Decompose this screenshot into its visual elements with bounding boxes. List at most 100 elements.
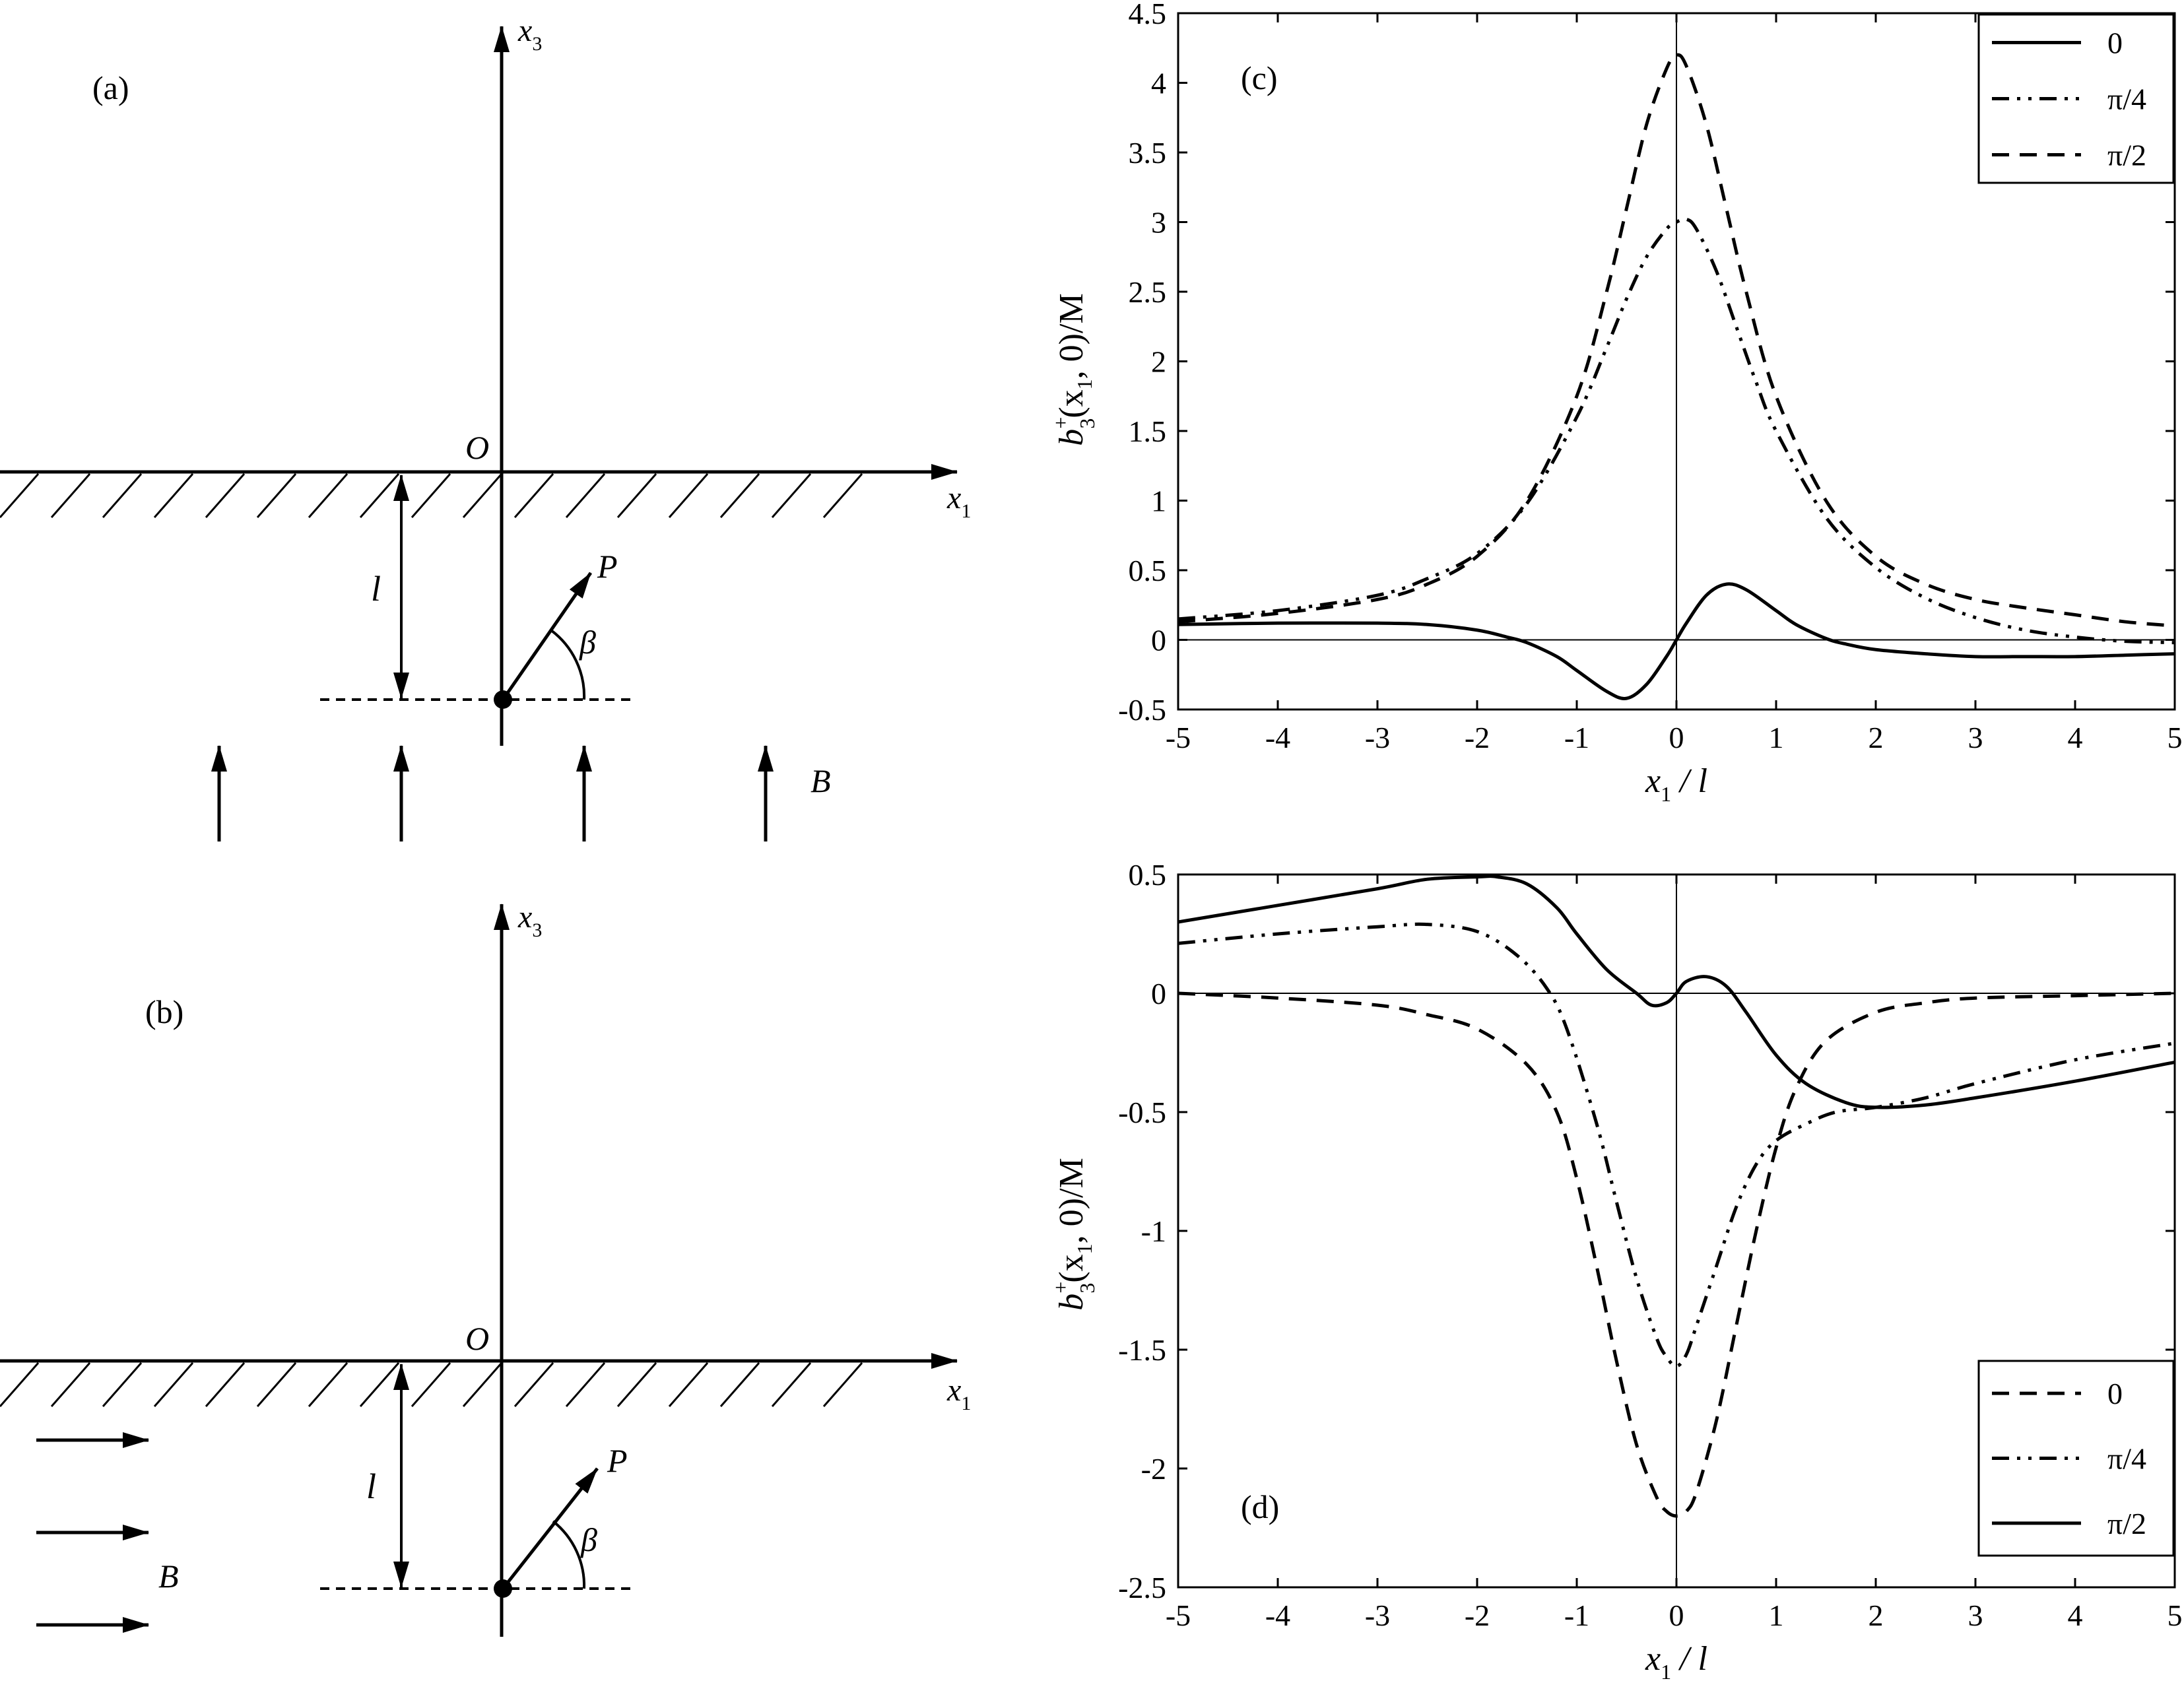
hatch-line bbox=[668, 1362, 709, 1407]
hatch-line bbox=[411, 1362, 451, 1407]
hatch-line bbox=[719, 473, 760, 518]
legend-label: π/4 bbox=[2107, 82, 2146, 116]
y-tick-label: 0.5 bbox=[1129, 858, 1167, 892]
panel-a: (a) x3 x1 O l P β B bbox=[0, 13, 971, 841]
x-tick-label: 4 bbox=[2068, 721, 2083, 754]
y-tick-label: -1 bbox=[1141, 1214, 1166, 1248]
hatch-line bbox=[513, 473, 554, 518]
x-tick-label: -1 bbox=[1564, 721, 1589, 754]
y-tick-label: -0.5 bbox=[1118, 693, 1166, 727]
x-tick-label: -5 bbox=[1166, 1599, 1191, 1632]
chart-c-legend: 0 π/4 π/2 bbox=[1977, 13, 2175, 184]
y-tick-label: 1 bbox=[1151, 484, 1166, 518]
hatch-line bbox=[50, 1362, 91, 1407]
series-line-dashed bbox=[1177, 53, 2175, 628]
hatch-line bbox=[462, 473, 503, 518]
y-tick-label: 3.5 bbox=[1129, 136, 1167, 170]
y-tick-label: 2 bbox=[1151, 345, 1166, 379]
x-tick-label: -5 bbox=[1166, 721, 1191, 754]
x-tick-label: 5 bbox=[2167, 721, 2183, 754]
y-tick-label: -1.5 bbox=[1118, 1333, 1166, 1367]
y-tick-label: -2.5 bbox=[1118, 1571, 1166, 1604]
panel-a-x3-label: x3 bbox=[517, 13, 542, 55]
x-tick-label: 0 bbox=[1669, 1599, 1684, 1632]
hatch-line bbox=[359, 473, 400, 518]
hatch-line bbox=[153, 473, 194, 518]
y-tick-label: -2 bbox=[1141, 1452, 1166, 1486]
hatch-line bbox=[308, 473, 348, 518]
legend-label: 0 bbox=[2107, 1377, 2123, 1410]
hatch-line bbox=[462, 1362, 503, 1407]
y-tick-label: 2.5 bbox=[1129, 275, 1167, 309]
panel-b-angle-arc bbox=[552, 1520, 586, 1589]
panel-b: (b) x3 x1 O l P β B bbox=[0, 900, 971, 1637]
chart-d-xlabel: x1 / l bbox=[1645, 1640, 1707, 1681]
panel-a-angle-label: β bbox=[579, 624, 596, 661]
series-line-dashed bbox=[1177, 991, 2175, 1518]
y-tick-label: 4 bbox=[1151, 67, 1166, 100]
x-tick-label: -2 bbox=[1465, 721, 1490, 754]
panel-a-depth-label: l bbox=[371, 569, 381, 609]
legend-label: π/4 bbox=[2107, 1442, 2146, 1476]
panel-a-force-arrow bbox=[501, 572, 593, 701]
panel-b-x3-label: x3 bbox=[517, 900, 542, 941]
panel-b-x1-label: x1 bbox=[946, 1373, 971, 1414]
series-line-dashdotdot bbox=[1177, 217, 2175, 645]
panel-a-force-label: P bbox=[597, 548, 618, 585]
x-tick-label: 3 bbox=[1968, 721, 1983, 754]
x-tick-label: -4 bbox=[1265, 721, 1290, 754]
panel-a-label: (a) bbox=[92, 69, 129, 106]
x-tick-label: -2 bbox=[1465, 1599, 1490, 1632]
hatch-line bbox=[102, 1362, 143, 1407]
y-tick-label: 0 bbox=[1151, 977, 1166, 1010]
hatch-line bbox=[308, 1362, 348, 1407]
panel-a-origin-label: O bbox=[465, 429, 489, 466]
y-tick-label: 1.5 bbox=[1129, 414, 1167, 448]
x-tick-label: -4 bbox=[1265, 1599, 1290, 1632]
x-tick-label: 3 bbox=[1968, 1599, 1983, 1632]
hatch-line bbox=[822, 473, 863, 518]
hatch-line bbox=[616, 473, 657, 518]
y-tick-label: 0 bbox=[1151, 624, 1166, 657]
panel-a-ground-hatch bbox=[0, 473, 863, 518]
hatch-line bbox=[719, 1362, 760, 1407]
chart-d-legend: 0 π/4 π/2 bbox=[1977, 1360, 2175, 1557]
x-tick-label: 1 bbox=[1769, 1599, 1784, 1632]
hatch-line bbox=[359, 1362, 400, 1407]
x-tick-label: 2 bbox=[1869, 1599, 1884, 1632]
series-line-solid bbox=[1177, 582, 2175, 700]
hatch-line bbox=[565, 1362, 606, 1407]
hatch-line bbox=[822, 1362, 863, 1407]
panel-b-force-arrow bbox=[502, 1467, 599, 1590]
x-tick-label: -3 bbox=[1365, 1599, 1390, 1632]
panel-b-label: (b) bbox=[145, 993, 183, 1030]
y-tick-label: 0.5 bbox=[1129, 554, 1167, 587]
x-tick-label: 0 bbox=[1669, 721, 1684, 754]
hatch-line bbox=[0, 473, 40, 518]
panel-b-origin-label: O bbox=[465, 1320, 489, 1357]
panel-a-x1-label: x1 bbox=[946, 480, 971, 522]
hatch-line bbox=[616, 1362, 657, 1407]
legend-label: π/2 bbox=[2107, 1507, 2146, 1540]
x-tick-label: 2 bbox=[1869, 721, 1884, 754]
series-line-solid bbox=[1177, 874, 2175, 1109]
panel-a-field-label: B bbox=[811, 762, 831, 799]
panel-b-depth-label: l bbox=[366, 1467, 376, 1506]
x-tick-label: 1 bbox=[1769, 721, 1784, 754]
hatch-line bbox=[771, 473, 812, 518]
y-tick-label: -0.5 bbox=[1118, 1096, 1166, 1129]
hatch-line bbox=[565, 473, 606, 518]
chart-c-xlabel: x1 / l bbox=[1645, 762, 1707, 806]
hatch-line bbox=[256, 1362, 297, 1407]
chart-d: -5 -4 -3 -2 -1 0 1 2 3 4 5 -2.5 -2 -1.5 -1 -0.5 0 0.5 (d)… bbox=[1049, 858, 2183, 1681]
chart-d-ylabel: b+ 3(x1, 0)/M bbox=[1049, 1158, 1099, 1310]
panel-b-ground-hatch bbox=[0, 1362, 863, 1407]
y-tick-label: 3 bbox=[1151, 206, 1166, 240]
hatch-line bbox=[256, 473, 297, 518]
chart-c-panel-label: (c) bbox=[1241, 59, 1278, 96]
y-tick-label: 4.5 bbox=[1129, 0, 1167, 30]
chart-c: -5 -4 -3 -2 -1 0 1 2 3 4 5 -0.5 0 0.5 1 1.5 2 2.5 3 3.5 4 4.5… bbox=[1049, 0, 2183, 806]
hatch-line bbox=[771, 1362, 812, 1407]
hatch-line bbox=[205, 473, 246, 518]
